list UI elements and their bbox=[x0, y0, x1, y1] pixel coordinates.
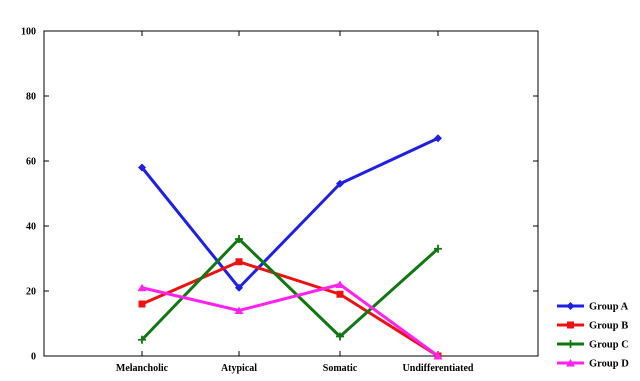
data-point bbox=[235, 283, 243, 292]
series-group-c bbox=[138, 235, 442, 344]
legend: Group A Group B Group C Group D bbox=[557, 302, 629, 370]
data-point bbox=[433, 352, 443, 360]
legend-swatch-marker bbox=[567, 321, 574, 329]
data-point bbox=[138, 300, 146, 308]
data-point bbox=[235, 235, 243, 243]
y-tick-label: 20 bbox=[26, 287, 36, 298]
series-line bbox=[141, 260, 439, 358]
y-tick-label: 60 bbox=[26, 157, 36, 168]
data-point bbox=[138, 163, 146, 172]
series-line bbox=[140, 136, 439, 290]
legend-label: Group A bbox=[589, 302, 629, 313]
legend-item: Group A bbox=[557, 302, 629, 313]
data-point bbox=[138, 335, 146, 344]
y-tick-label: 0 bbox=[31, 352, 36, 363]
legend-label: Group B bbox=[589, 321, 628, 332]
data-point bbox=[235, 258, 243, 266]
y-axis: 0 20 40 60 80 100 bbox=[21, 27, 538, 363]
legend-item: Group B bbox=[557, 321, 628, 332]
series-layer bbox=[137, 134, 443, 360]
x-tick-label: Melancholic bbox=[116, 363, 169, 374]
data-point bbox=[336, 179, 344, 188]
legend-swatch-marker bbox=[566, 359, 575, 367]
y-tick-label: 40 bbox=[26, 222, 36, 233]
x-tick-label: Undifferentiated bbox=[403, 363, 474, 374]
legend-swatch-marker bbox=[566, 302, 575, 310]
data-point bbox=[234, 306, 244, 314]
x-tick-label: Somatic bbox=[323, 363, 358, 374]
data-point bbox=[336, 290, 344, 298]
data-point bbox=[335, 280, 345, 288]
x-axis: Melancholic Atypical Somatic Undifferentiat… bbox=[116, 31, 474, 374]
series-group-d bbox=[137, 280, 443, 360]
data-point bbox=[336, 332, 344, 341]
legend-label: Group C bbox=[589, 340, 629, 351]
data-point bbox=[434, 134, 442, 143]
series-group-b bbox=[138, 258, 442, 360]
plot-area-frame bbox=[43, 30, 539, 357]
series-group-a bbox=[138, 134, 442, 292]
series-line bbox=[141, 283, 439, 358]
data-point bbox=[137, 283, 147, 292]
y-tick-label: 100 bbox=[21, 27, 36, 38]
legend-item: Group D bbox=[557, 359, 629, 370]
x-tick-label: Atypical bbox=[221, 363, 257, 374]
y-tick-label: 80 bbox=[26, 92, 36, 103]
legend-label: Group D bbox=[589, 359, 629, 370]
legend-swatch-marker bbox=[566, 340, 575, 348]
legend-item: Group C bbox=[557, 340, 629, 351]
series-line bbox=[140, 237, 440, 341]
data-point bbox=[434, 244, 442, 253]
